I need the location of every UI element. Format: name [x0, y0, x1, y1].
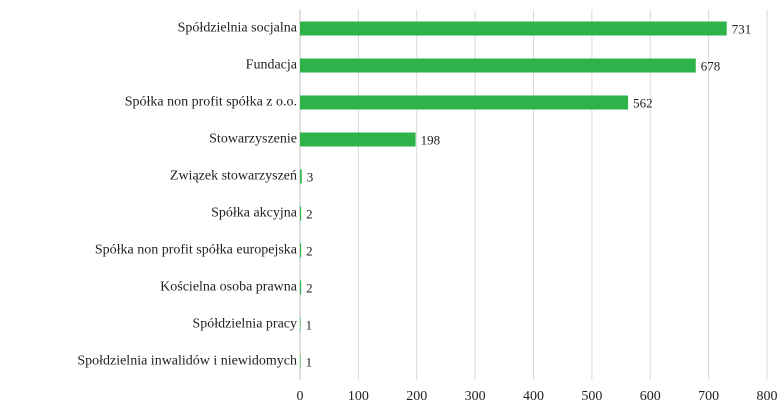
- data-label: 678: [701, 58, 721, 73]
- y-tick-label: Społdzielnia inwalidów i niewidomych: [77, 354, 297, 369]
- y-tick-label: Spółdzielnia socjalna: [178, 21, 298, 36]
- data-label: 1: [306, 317, 313, 332]
- y-tick-label: Spółka non profit spółka z o.o.: [125, 95, 297, 110]
- bar: [300, 169, 302, 184]
- bar: [300, 95, 629, 110]
- data-label: 1: [306, 354, 313, 369]
- y-tick-label: Kościelna osoba prawna: [160, 280, 298, 295]
- x-tick-label: 700: [698, 389, 719, 404]
- y-tick-label: Spółdzielnia pracy: [192, 317, 297, 332]
- data-label: 3: [307, 169, 314, 184]
- x-tick-label: 500: [581, 389, 602, 404]
- data-label: 2: [306, 243, 313, 258]
- data-label: 2: [306, 280, 313, 295]
- bar: [300, 280, 302, 295]
- y-tick-label: Spółka akcyjna: [211, 206, 298, 221]
- bar: [300, 317, 301, 332]
- y-tick-label: Związek stowarzyszeń: [170, 169, 297, 184]
- data-label: 198: [421, 132, 441, 147]
- x-tick-label: 300: [465, 389, 486, 404]
- y-tick-label: Stowarzyszenie: [209, 132, 297, 147]
- bar: [300, 58, 696, 73]
- x-tick-label: 400: [523, 389, 544, 404]
- x-tick-label: 600: [640, 389, 661, 404]
- y-tick-label: Fundacja: [246, 58, 298, 73]
- bar: [300, 206, 302, 221]
- x-tick-label: 100: [348, 389, 369, 404]
- data-label: 731: [732, 21, 752, 36]
- x-tick-label: 800: [757, 389, 778, 404]
- bar: [300, 354, 301, 369]
- data-label: 2: [306, 206, 313, 221]
- bar: [300, 243, 302, 258]
- bar: [300, 21, 727, 36]
- x-tick-label: 0: [297, 389, 304, 404]
- data-label: 562: [633, 95, 653, 110]
- x-tick-label: 200: [406, 389, 427, 404]
- y-tick-label: Spółka non profit spółka europejska: [95, 243, 298, 258]
- bar: [300, 132, 416, 147]
